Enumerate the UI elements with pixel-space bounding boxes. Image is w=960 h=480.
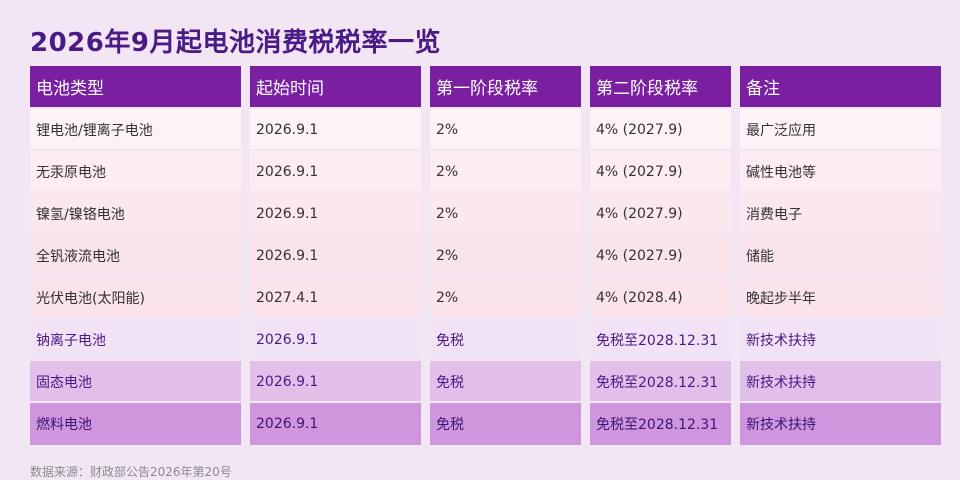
table-cell-notes: 储能: [740, 235, 941, 277]
table-cell-stage1-rate: 免税: [430, 361, 581, 403]
table-cell-battery-type: 固态电池: [30, 361, 241, 403]
table-cell-stage1-rate: 2%: [430, 109, 581, 151]
table-cell-battery-type: 光伏电池(太阳能): [30, 277, 241, 319]
table-cell-notes: 最广泛应用: [740, 109, 941, 151]
table-cell-notes: 新技术扶持: [740, 403, 941, 445]
column-header-stage2-rate: 第二阶段税率: [590, 66, 731, 107]
table-cell-stage1-rate: 2%: [430, 235, 581, 277]
table-cell-start-date: 2027.4.1: [250, 277, 421, 319]
table-cell-start-date: 2026.9.1: [250, 109, 421, 151]
table-cell-notes: 新技术扶持: [740, 361, 941, 403]
table-cell-stage1-rate: 免税: [430, 403, 581, 445]
column-header-start-date: 起始时间: [250, 66, 421, 107]
table-cell-battery-type: 全钒液流电池: [30, 235, 241, 277]
table-cell-notes: 新技术扶持: [740, 319, 941, 361]
data-source-note: 数据来源：财政部公告2026年第20号: [30, 465, 232, 479]
page-title: 2026年9月起电池消费税税率一览: [30, 28, 441, 58]
table-cell-notes: 消费电子: [740, 193, 941, 235]
table-cell-battery-type: 锂电池/锂离子电池: [30, 109, 241, 151]
table-cell-battery-type: 钠离子电池: [30, 319, 241, 361]
table-cell-stage2-rate: 免税至2028.12.31: [590, 319, 731, 361]
table-cell-battery-type: 无汞原电池: [30, 151, 241, 193]
table-cell-start-date: 2026.9.1: [250, 403, 421, 445]
column-header-stage1-rate: 第一阶段税率: [430, 66, 581, 107]
table-cell-battery-type: 燃料电池: [30, 403, 241, 445]
tax-rate-table: 电池类型 起始时间 第一阶段税率 第二阶段税率 备注 锂电池/锂离子电池 2026…: [30, 66, 941, 445]
table-cell-stage1-rate: 2%: [430, 151, 581, 193]
table-cell-stage1-rate: 2%: [430, 277, 581, 319]
table-cell-start-date: 2026.9.1: [250, 151, 421, 193]
table-cell-stage2-rate: 4% (2027.9): [590, 193, 731, 235]
table-cell-start-date: 2026.9.1: [250, 235, 421, 277]
column-header-notes: 备注: [740, 66, 941, 107]
table-cell-stage2-rate: 免税至2028.12.31: [590, 403, 731, 445]
column-header-battery-type: 电池类型: [30, 66, 241, 107]
table-cell-notes: 晚起步半年: [740, 277, 941, 319]
table-cell-notes: 碱性电池等: [740, 151, 941, 193]
table-cell-stage1-rate: 免税: [430, 319, 581, 361]
table-cell-start-date: 2026.9.1: [250, 319, 421, 361]
table-cell-stage2-rate: 免税至2028.12.31: [590, 361, 731, 403]
table-cell-start-date: 2026.9.1: [250, 193, 421, 235]
table-cell-battery-type: 镍氢/镍铬电池: [30, 193, 241, 235]
table-cell-stage2-rate: 4% (2028.4): [590, 277, 731, 319]
table-cell-stage2-rate: 4% (2027.9): [590, 151, 731, 193]
table-cell-stage1-rate: 2%: [430, 193, 581, 235]
table-cell-stage2-rate: 4% (2027.9): [590, 235, 731, 277]
table-cell-start-date: 2026.9.1: [250, 361, 421, 403]
table-cell-stage2-rate: 4% (2027.9): [590, 109, 731, 151]
